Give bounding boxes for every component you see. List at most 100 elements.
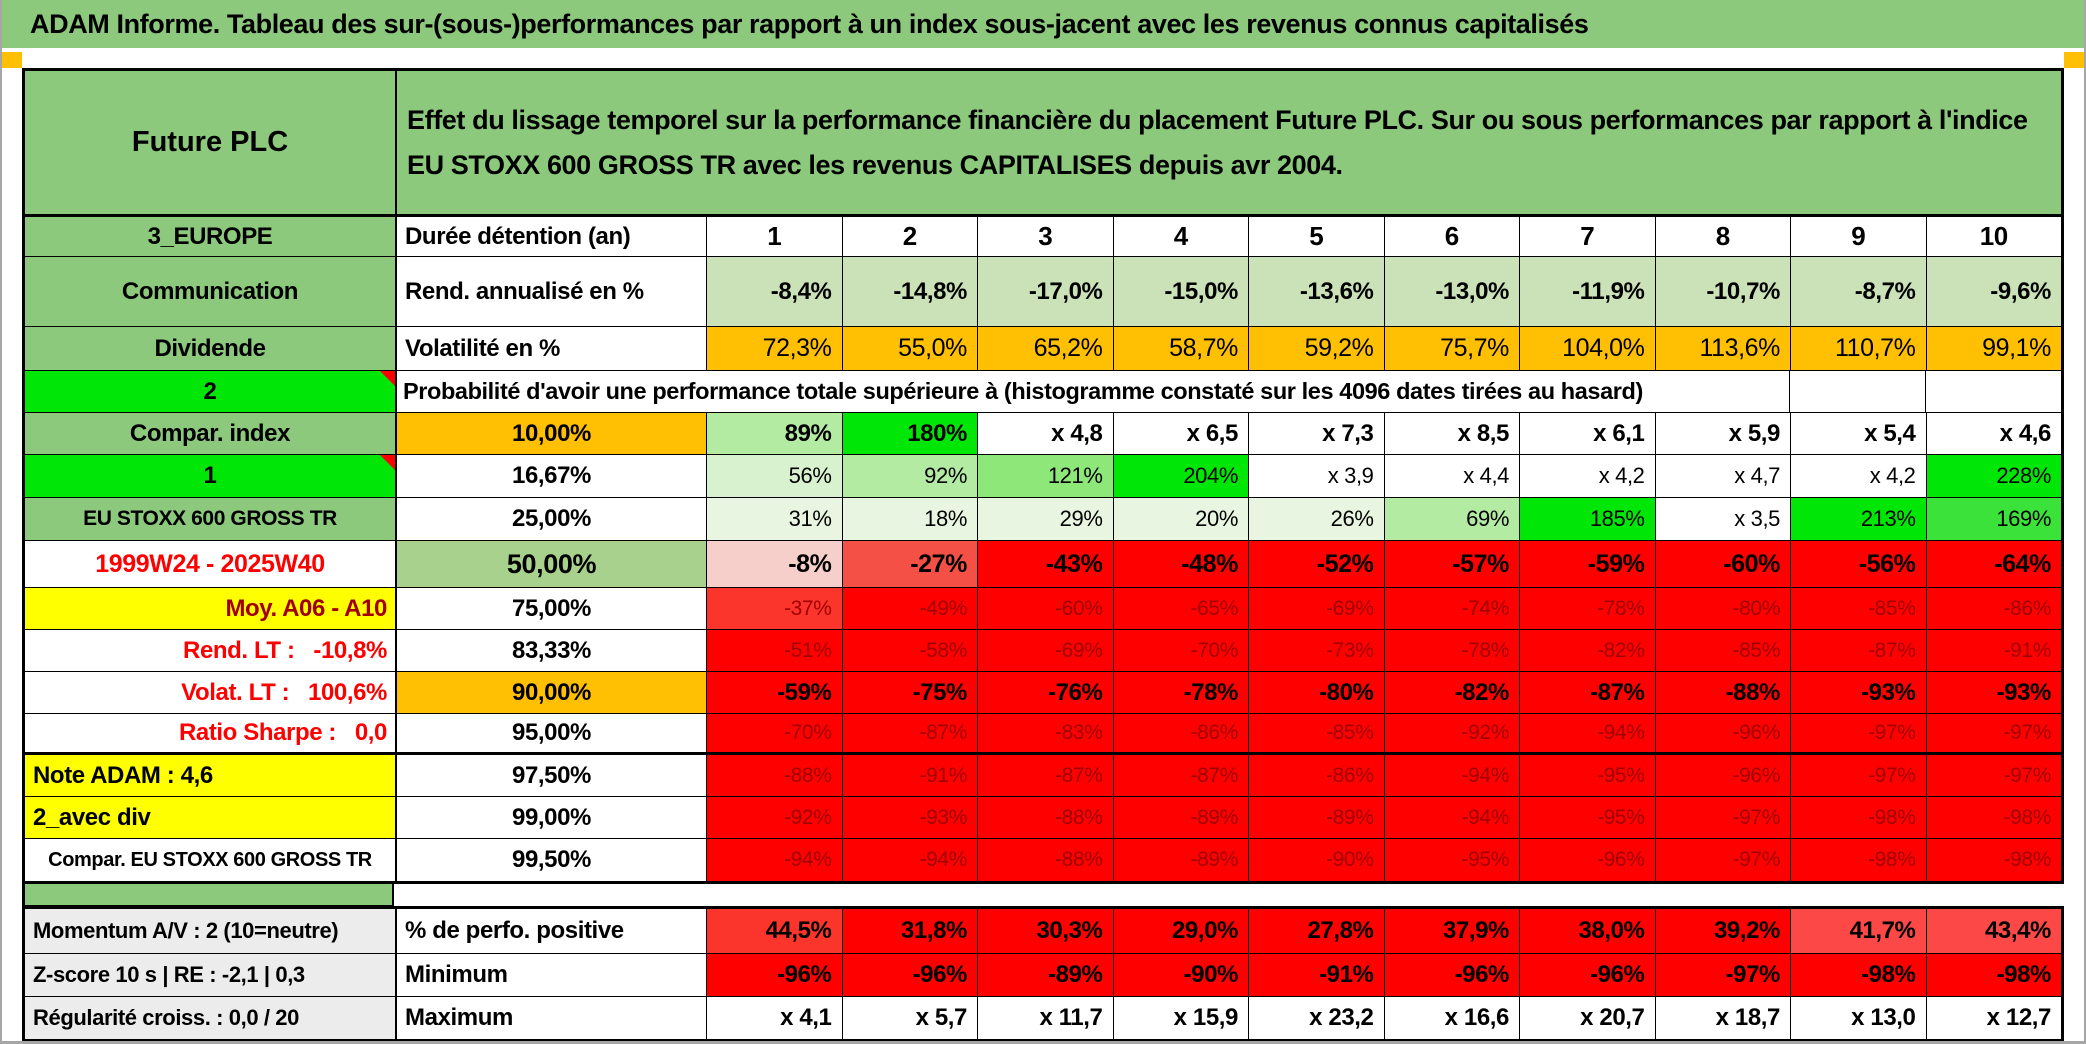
probability-row-7-value-7-text: -87% xyxy=(1590,678,1645,706)
probability-row-7-value-8: -88% xyxy=(1655,672,1791,713)
top-row-3-metric: Volatilité en % xyxy=(397,327,707,370)
summary-row-3-value-5: x 23,2 xyxy=(1249,997,1385,1039)
probability-row-5-value-3: -60% xyxy=(978,588,1114,629)
summary-row-3: Régularité croiss. : 0,0 / 20 Maximum x 4,… xyxy=(25,997,2061,1039)
probability-row-8-value-5: -85% xyxy=(1249,714,1385,752)
summary-row-1-label-text: Momentum A/V : 2 (10=neutre) xyxy=(33,918,339,943)
probability-row-1-label: Compar. index xyxy=(25,413,397,454)
probability-row-1-metric-text: 10,00% xyxy=(512,419,591,447)
probability-row-9-metric: 97,50% xyxy=(397,755,707,796)
top-row-2-value-4: -15,0% xyxy=(1113,257,1249,326)
summary-row-3-value-8-text: x 18,7 xyxy=(1715,1004,1781,1031)
probability-row-3-value-3-text: 29% xyxy=(1059,506,1103,531)
probability-row-9-value-1: -88% xyxy=(707,755,843,796)
probability-row-6-value-4: -70% xyxy=(1113,630,1249,671)
summary-row-1-value-1: 44,5% xyxy=(707,909,843,953)
probability-row-4-label: 1999W24 - 2025W40 xyxy=(25,541,397,587)
probability-row-2-value-4: 204% xyxy=(1113,455,1249,497)
probability-row-6-value-6-text: -78% xyxy=(1461,638,1510,662)
summary-row-3-value-9-text: x 13,0 xyxy=(1851,1004,1916,1031)
summary-row-2-value-7-text: -96% xyxy=(1590,961,1645,988)
summary-row-1-value-2-text: 31,8% xyxy=(900,917,967,944)
summary-row-2-value-7: -96% xyxy=(1520,954,1656,996)
summary-row-3-value-7: x 20,7 xyxy=(1520,997,1656,1039)
top-row-1-value-4-text: 4 xyxy=(1173,221,1188,251)
summary-row-1-value-3: 30,3% xyxy=(978,909,1114,953)
probability-row-9-metric-text: 97,50% xyxy=(512,761,591,789)
summary-row-3-value-2-text: x 5,7 xyxy=(915,1004,968,1031)
probability-row-10-value-9: -98% xyxy=(1791,797,1927,838)
probability-row-7-label-text: Volat. LT : 100,6% xyxy=(181,678,387,706)
probability-row-8-value-7-text: -94% xyxy=(1597,721,1645,744)
probability-row-7-value-2: -75% xyxy=(842,672,978,713)
top-row-3-metric-text: Volatilité en % xyxy=(405,334,560,362)
probability-row-1-value-7: x 6,1 xyxy=(1520,413,1656,454)
probability-row-10-value-4-text: -89% xyxy=(1190,805,1239,829)
top-row-2-value-5: -13,6% xyxy=(1249,257,1385,326)
summary-row-3-value-5-text: x 23,2 xyxy=(1309,1004,1374,1031)
probability-row-1-value-2-text: 180% xyxy=(907,419,967,447)
summary-row-3-label: Régularité croiss. : 0,0 / 20 xyxy=(25,997,397,1039)
probability-row-10-metric: 99,00% xyxy=(397,797,707,838)
probability-banner-empty-1 xyxy=(1790,371,1926,412)
probability-row-11-label: Compar. EU STOXX 600 GROSS TR xyxy=(25,839,397,881)
top-row-2-value-10: -9,6% xyxy=(1926,257,2061,326)
top-row-1-value-10-text: 10 xyxy=(1979,221,2009,251)
top-row-1-label-text: 3_EUROPE xyxy=(147,222,273,250)
summary-row-2-value-6: -96% xyxy=(1384,954,1520,996)
probability-row-2-value-8: x 4,7 xyxy=(1655,455,1791,497)
probability-row-4-value-5-text: -52% xyxy=(1316,549,1374,578)
probability-row-10-value-1: -92% xyxy=(707,797,843,838)
probability-row-3-value-7: 185% xyxy=(1520,498,1656,540)
probability-row-10-value-10: -98% xyxy=(1926,797,2061,838)
summary-row-2-label-text: Z-score 10 s | RE : -2,1 | 0,3 xyxy=(33,962,305,987)
probability-row-11-value-10: -98% xyxy=(1926,839,2061,881)
probability-row-1-value-1: 89% xyxy=(707,413,843,454)
orange-marker-top-right xyxy=(2064,52,2084,68)
probability-row-8-value-6-text: -92% xyxy=(1461,721,1510,744)
probability-row-5-value-4: -65% xyxy=(1113,588,1249,629)
probability-row-3-metric: 25,00% xyxy=(397,498,707,540)
probability-row-5-value-5-text: -69% xyxy=(1326,596,1374,620)
probability-row-11-value-8: -97% xyxy=(1655,839,1791,881)
probability-row-3: EU STOXX 600 GROSS TR 25,00% 31% 18% 29% 20% 2… xyxy=(25,498,2061,541)
probability-row-6-value-8: -85% xyxy=(1655,630,1791,671)
probability-row-2-label: 1 xyxy=(25,455,397,497)
probability-row-11-value-5: -90% xyxy=(1249,839,1385,881)
probability-row-8-label-text: Ratio Sharpe : 0,0 xyxy=(178,719,387,746)
summary-row-2-value-2: -96% xyxy=(842,954,978,996)
top-row-2-value-1: -8,4% xyxy=(707,257,843,326)
top-row-2-value-4-text: -15,0% xyxy=(1164,277,1238,305)
probability-row-1-value-9-text: x 5,4 xyxy=(1864,419,1916,447)
report-title: ADAM Informe. Tableau des sur-(sous-)per… xyxy=(30,8,1589,39)
probability-row-5-value-9-text: -85% xyxy=(1868,596,1916,620)
summary-row-1-value-2: 31,8% xyxy=(842,909,978,953)
probability-row-1-value-7-text: x 6,1 xyxy=(1593,419,1645,447)
top-row-2-metric: Rend. annualisé en % xyxy=(397,257,707,326)
probability-row-8-value-4: -86% xyxy=(1113,714,1249,752)
summary-row-3-value-1-text: x 4,1 xyxy=(780,1004,832,1031)
probability-row-9-value-3-text: -87% xyxy=(1055,763,1103,787)
probability-row-5-label: Moy. A06 - A10 xyxy=(25,588,397,629)
summary-row-1-value-10: 43,4% xyxy=(1926,909,2061,953)
top-row-3-value-3: 65,2% xyxy=(978,327,1114,370)
instrument-name: Future PLC xyxy=(131,126,289,158)
probability-row-11-value-6: -95% xyxy=(1384,839,1520,881)
probability-row-9-value-2-text: -91% xyxy=(919,763,968,787)
probability-row-9-value-7-text: -95% xyxy=(1597,763,1645,787)
summary-row-1-value-6-text: 37,9% xyxy=(1442,917,1509,944)
orange-marker-top-left xyxy=(2,52,22,68)
probability-row-3-value-4-text: 20% xyxy=(1195,506,1238,531)
probability-row-5-metric: 75,00% xyxy=(397,588,707,629)
probability-row-11-value-3: -88% xyxy=(978,839,1114,881)
top-row-1-value-6-text: 6 xyxy=(1444,221,1459,251)
summary-row-2-value-9-text: -98% xyxy=(1861,961,1916,988)
top-row-1-value-3-text: 3 xyxy=(1038,221,1053,251)
probability-row-5-value-10-text: -86% xyxy=(2003,596,2052,620)
probability-row-10-label-text: 2_avec div xyxy=(33,803,151,831)
probability-row-9-value-10: -97% xyxy=(1926,755,2061,796)
top-row-2-value-2-text: -14,8% xyxy=(893,277,967,305)
summary-row-1-value-6: 37,9% xyxy=(1384,909,1520,953)
top-row-2-value-1-text: -8,4% xyxy=(770,277,832,305)
